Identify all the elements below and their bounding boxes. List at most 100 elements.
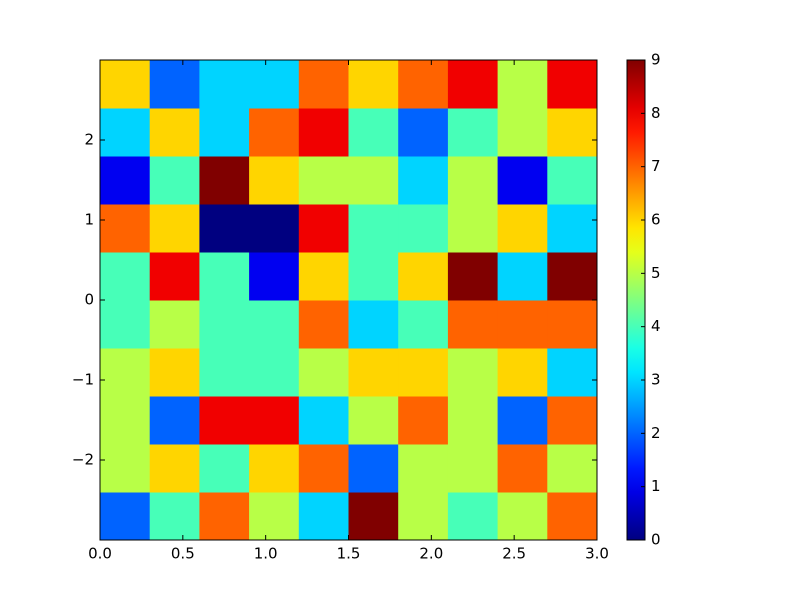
heatmap-cell (199, 300, 250, 349)
heatmap-cell (398, 108, 449, 157)
heatmap-cell (298, 492, 349, 541)
heatmap-cell (398, 156, 449, 205)
heatmap-cell (398, 348, 449, 397)
heatmap-cell (199, 492, 250, 541)
heatmap-cell (547, 204, 598, 253)
heatmap-cell (249, 492, 300, 541)
heatmap-cell (447, 348, 499, 397)
heatmap-cell (497, 348, 548, 397)
heatmap-cell (348, 444, 399, 493)
heatmap-cell (199, 396, 250, 445)
heatmap-cell (199, 348, 250, 397)
heatmap-cell (497, 396, 548, 445)
heatmap-cell (298, 108, 349, 157)
heatmap-cell (149, 252, 200, 301)
heatmap-cell (348, 300, 399, 349)
heatmap-cell (100, 396, 151, 445)
heatmap-cell (547, 156, 598, 205)
heatmap-cell (547, 492, 598, 541)
heatmap-cell (149, 396, 200, 445)
x-tick-label: 3.0 (585, 545, 609, 563)
colorbar-tick-label: 8 (651, 104, 661, 122)
heatmap-cell (249, 204, 300, 253)
heatmap-cell (447, 204, 499, 253)
heatmap-cell (547, 60, 598, 109)
heatmap-cell (298, 300, 349, 349)
heatmap-cell (298, 396, 349, 445)
y-tick-label: 0 (84, 291, 94, 309)
y-tick-label: 1 (84, 211, 94, 229)
heatmap-cell (497, 252, 548, 301)
heatmap-cell (100, 204, 151, 253)
y-tick-label: 2 (84, 131, 94, 149)
heatmap-cell (100, 444, 151, 493)
heatmap-cell (199, 60, 250, 109)
heatmap-cell (497, 492, 548, 541)
heatmap-cell (100, 156, 151, 205)
heatmap-cell (298, 156, 349, 205)
heatmap-cell (100, 60, 151, 109)
heatmap-cell (497, 204, 548, 253)
x-tick-label: 0.0 (88, 545, 112, 563)
heatmap-cell (398, 204, 449, 253)
heatmap-cell (100, 348, 151, 397)
heatmap-cell (100, 492, 151, 541)
colorbar-tick-label: 1 (651, 477, 661, 495)
heatmap-cell (398, 444, 449, 493)
heatmap-cell (497, 156, 548, 205)
colorbar-tick-label: 3 (651, 371, 661, 389)
heatmap-cell (298, 444, 349, 493)
heatmap-cell (249, 252, 300, 301)
heatmap-cell (447, 300, 499, 349)
y-tick-label: −2 (72, 451, 94, 469)
heatmap-cell (298, 348, 349, 397)
heatmap-cell (447, 60, 499, 109)
heatmap-cell (497, 300, 548, 349)
heatmap-cell (398, 396, 449, 445)
colorbar-tick-label: 6 (651, 211, 661, 229)
heatmap-cell (249, 300, 300, 349)
colorbar-tick-label: 9 (651, 51, 661, 69)
heatmap-cell (447, 444, 499, 493)
heatmap-cell (199, 444, 250, 493)
heatmap-cell (249, 108, 300, 157)
heatmap-cell (547, 348, 598, 397)
heatmap-cell (199, 252, 250, 301)
heatmap-cell (249, 156, 300, 205)
y-tick-label: −1 (72, 371, 94, 389)
heatmap-cell (298, 60, 349, 109)
heatmap-cell (199, 204, 250, 253)
heatmap-cell (298, 252, 349, 301)
heatmap-cell (149, 204, 200, 253)
heatmap-cell (249, 348, 300, 397)
heatmap-cell (547, 300, 598, 349)
x-tick-label: 0.5 (171, 545, 195, 563)
heatmap-cell (149, 492, 200, 541)
heatmap-cell (447, 156, 499, 205)
heatmap-cell (398, 492, 449, 541)
heatmap-cell (447, 252, 499, 301)
heatmap-cell (149, 156, 200, 205)
colorbar-tick-label: 5 (651, 264, 661, 282)
heatmap-cell (348, 348, 399, 397)
heatmap-cell (547, 252, 598, 301)
heatmap-cell (348, 108, 399, 157)
heatmap-cell (298, 204, 349, 253)
x-tick-label: 1.0 (254, 545, 278, 563)
colorbar-tick-label: 2 (651, 424, 661, 442)
colorbar-tick-label: 4 (651, 317, 661, 335)
heatmap-cell (149, 108, 200, 157)
heatmap-cell (447, 492, 499, 541)
heatmap-cell (547, 108, 598, 157)
heatmap-cell (547, 396, 598, 445)
heatmap-cell (348, 252, 399, 301)
heatmap-cell (100, 300, 151, 349)
heatmap-cell (149, 444, 200, 493)
heatmap-cell (348, 492, 399, 541)
heatmap-cell (497, 108, 548, 157)
heatmap-cell (497, 60, 548, 109)
heatmap-cell (149, 60, 200, 109)
heatmap-cell (497, 444, 548, 493)
heatmap-cell (199, 156, 250, 205)
x-tick-label: 2.0 (419, 545, 443, 563)
